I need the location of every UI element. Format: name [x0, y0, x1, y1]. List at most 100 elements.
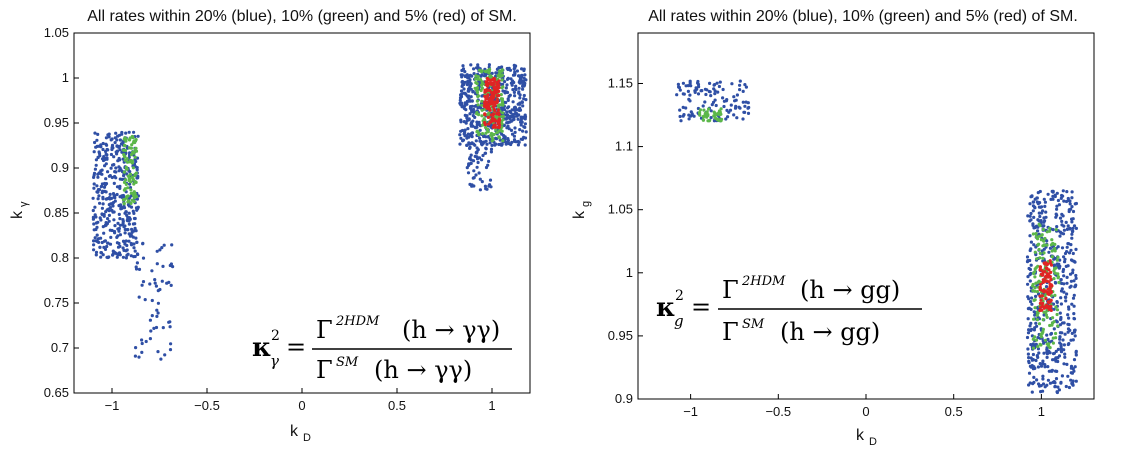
left-point-blue	[480, 180, 484, 184]
left-point-blue	[466, 79, 470, 84]
right-scatter-points	[675, 79, 1078, 395]
left-point-blue	[478, 139, 482, 143]
left-point-blue	[521, 87, 525, 91]
left-point-green	[501, 111, 505, 115]
left-point-blue	[106, 255, 110, 260]
right-point-blue	[729, 103, 733, 107]
left-point-blue	[490, 143, 494, 147]
right-point-blue	[703, 100, 707, 104]
right-point-blue	[1036, 202, 1040, 206]
left-point-green	[134, 138, 138, 142]
left-point-blue	[96, 132, 100, 136]
right-y-tick-label: 1	[626, 265, 633, 280]
left-formula-lhs-sup: 2	[271, 328, 280, 344]
right-point-blue	[1072, 358, 1077, 362]
left-point-blue	[112, 218, 116, 222]
left-point-red	[496, 108, 500, 112]
right-point-blue	[1055, 204, 1059, 208]
left-point-blue	[92, 222, 96, 226]
left-point-blue	[104, 182, 109, 186]
right-point-blue	[1037, 219, 1041, 223]
right-point-green	[720, 117, 724, 121]
left-point-blue	[133, 222, 137, 226]
left-point-blue	[499, 142, 503, 146]
right-point-blue	[1046, 337, 1050, 341]
right-point-blue	[1064, 299, 1068, 303]
left-point-blue	[464, 134, 469, 138]
left-point-green	[498, 70, 502, 74]
right-point-blue	[1029, 240, 1033, 244]
left-point-green	[130, 161, 134, 165]
left-point-blue	[162, 243, 166, 247]
right-x-label-sub: D	[869, 436, 877, 448]
right-point-green	[1040, 233, 1044, 237]
right-point-blue	[1055, 262, 1059, 266]
left-point-blue	[520, 100, 524, 104]
left-point-blue	[463, 104, 467, 108]
right-point-blue	[1057, 203, 1061, 207]
right-point-blue	[1062, 321, 1066, 325]
left-point-blue	[112, 250, 116, 254]
right-point-green	[1042, 310, 1046, 314]
left-point-red	[483, 113, 487, 117]
right-point-blue	[1051, 358, 1055, 362]
left-point-green	[480, 103, 484, 107]
left-point-green	[122, 201, 126, 205]
left-y-tick-label: 0.7	[51, 340, 69, 355]
right-point-blue	[741, 89, 745, 93]
right-point-green	[1042, 239, 1046, 243]
left-point-blue	[98, 201, 102, 205]
left-point-blue	[101, 195, 105, 199]
left-point-blue	[516, 143, 521, 147]
left-point-blue	[514, 111, 519, 115]
right-point-blue	[677, 85, 681, 89]
right-point-red	[1043, 279, 1047, 283]
left-point-blue	[458, 98, 462, 102]
right-point-blue	[1028, 214, 1032, 218]
right-y-tick-label: 1.15	[608, 75, 633, 90]
right-point-blue	[1054, 212, 1058, 216]
left-point-blue	[115, 255, 119, 259]
right-point-blue	[743, 104, 747, 108]
right-point-green	[1056, 275, 1060, 279]
right-point-red	[1047, 275, 1052, 279]
right-point-blue	[1034, 358, 1038, 363]
right-point-green	[1055, 312, 1059, 317]
left-point-blue	[472, 72, 476, 76]
left-point-blue	[154, 325, 159, 330]
right-point-blue	[684, 106, 688, 110]
right-point-blue	[1031, 367, 1035, 371]
left-point-blue	[92, 216, 96, 220]
left-point-green	[501, 114, 505, 118]
right-point-blue	[1070, 232, 1074, 236]
left-point-blue	[459, 136, 463, 140]
left-point-blue	[477, 122, 481, 126]
left-point-blue	[100, 182, 104, 186]
right-point-blue	[1042, 351, 1046, 355]
left-point-blue	[130, 227, 134, 231]
left-point-green	[128, 138, 132, 142]
left-point-blue	[488, 141, 492, 145]
left-point-blue	[100, 172, 104, 176]
left-point-blue	[140, 338, 144, 342]
right-point-blue	[1041, 382, 1046, 386]
right-point-blue	[1061, 269, 1065, 274]
left-point-blue	[106, 217, 110, 221]
right-point-green	[1054, 331, 1058, 336]
left-point-blue	[518, 96, 522, 100]
right-formula-lhs-sup: 2	[675, 288, 684, 304]
right-point-blue	[1074, 276, 1078, 280]
left-point-green	[501, 85, 505, 89]
left-point-blue	[125, 253, 129, 257]
left-point-green	[129, 201, 133, 205]
right-point-blue	[1063, 332, 1067, 336]
left-point-blue	[98, 245, 102, 249]
right-point-blue	[686, 89, 691, 93]
left-point-blue	[120, 206, 124, 211]
right-point-blue	[1065, 275, 1069, 279]
left-point-green	[480, 114, 484, 118]
right-point-blue	[725, 98, 729, 102]
left-point-blue	[507, 94, 511, 98]
left-point-blue	[471, 89, 475, 94]
right-point-blue	[1071, 251, 1075, 256]
